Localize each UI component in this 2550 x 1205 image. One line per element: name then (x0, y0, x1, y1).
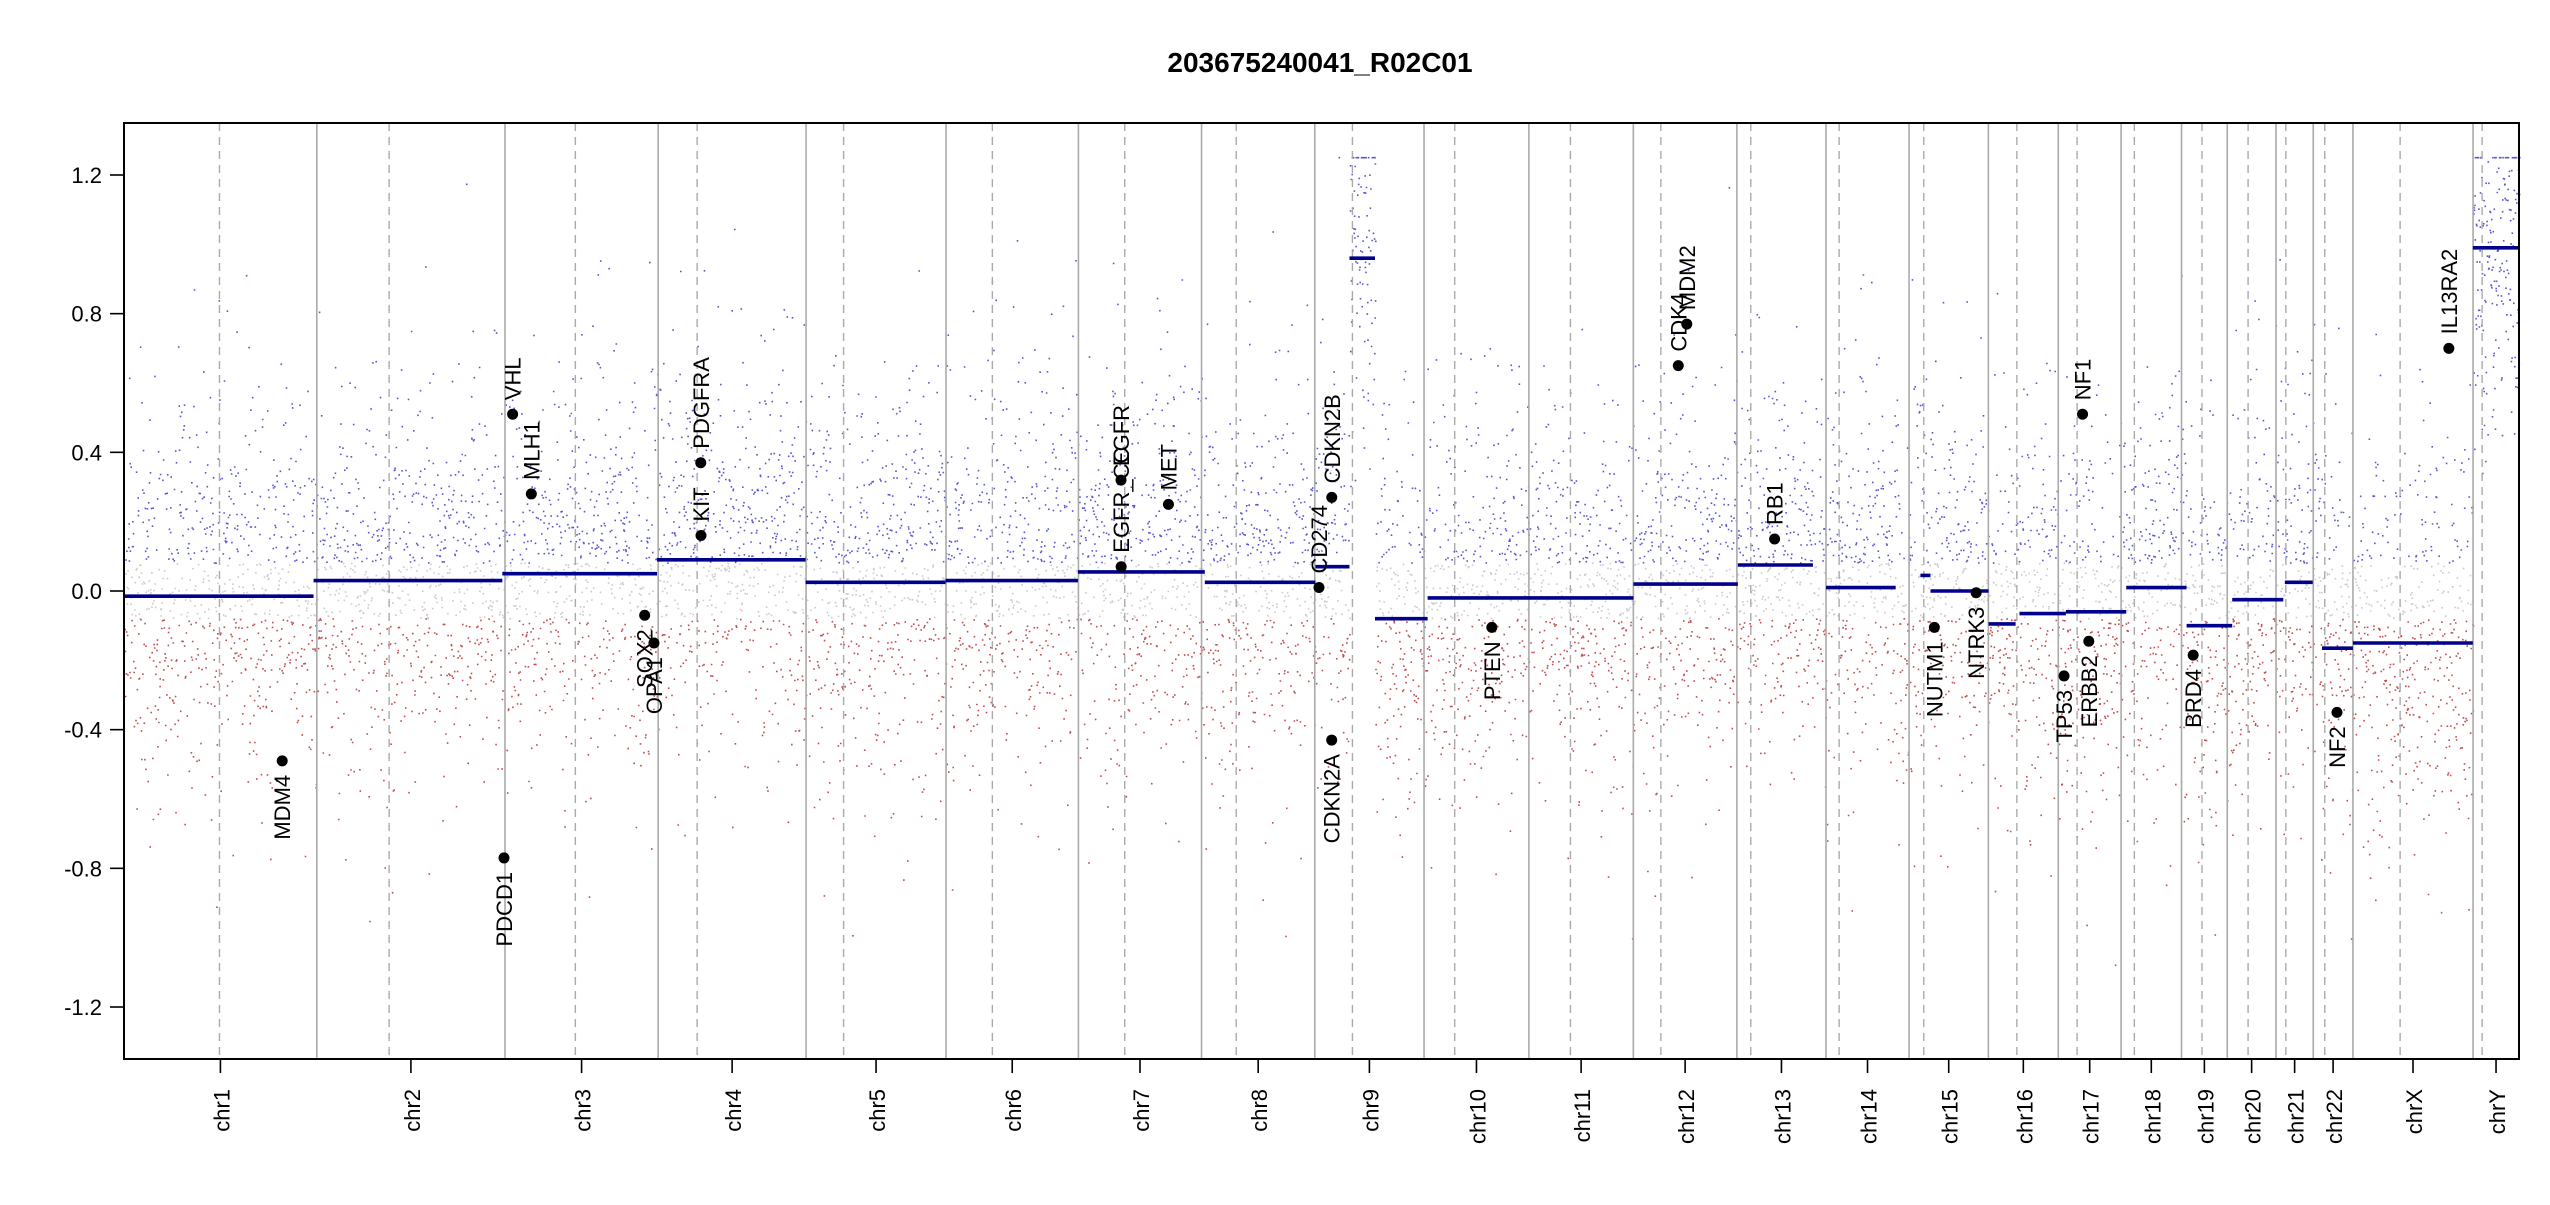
gene-marker (639, 609, 651, 621)
chromosome-boundaries (218, 123, 2483, 1059)
gene-marker (648, 637, 660, 649)
chart-title: 203675240041_R02C01 (1167, 47, 1472, 78)
gene-label: KIT (689, 487, 714, 521)
gene-marker (276, 755, 288, 767)
x-tick-label: chr11 (1570, 1089, 1595, 1142)
gene-marker (1928, 621, 1940, 633)
gene-label: EGFR (1109, 405, 1134, 466)
x-tick-label: chr10 (1465, 1089, 1490, 1144)
gene-label: RB1 (1763, 482, 1788, 525)
gene-marker (1970, 587, 1982, 599)
x-tick-label: chr19 (2193, 1089, 2218, 1144)
y-tick-label: -1.2 (64, 995, 102, 1020)
points-layer (124, 156, 2521, 967)
segments-layer (124, 246, 2520, 651)
x-tick-label: chr16 (2012, 1089, 2037, 1144)
x-tick-label: chr21 (2284, 1089, 2309, 1144)
gene-marker (1769, 533, 1781, 545)
gene-label: ERBB2 (2077, 655, 2102, 727)
x-tick-label: chr3 (571, 1089, 596, 1132)
gene-marker (1486, 621, 1498, 633)
x-tick-label: chr12 (1674, 1089, 1699, 1144)
x-tick-label: chr7 (1129, 1089, 1154, 1132)
y-tick-label: 0.4 (71, 440, 102, 465)
y-axis: -1.2 -0.8 -0.4 0.0 0.4 0.8 1.2 (64, 163, 124, 1020)
gene-marker (2083, 635, 2095, 647)
x-tick-label: chrX (2402, 1089, 2427, 1135)
gene-marker (1672, 360, 1684, 372)
gene-marker (2331, 706, 2343, 718)
gene-marker (695, 530, 707, 542)
x-tick-label: chr14 (1857, 1089, 1882, 1144)
y-tick-label: 0.0 (71, 579, 102, 604)
gene-marker (498, 852, 510, 864)
gene-label: OPA1 (642, 657, 667, 714)
gene-label: PDCD1 (492, 872, 517, 947)
x-tick-label: chr20 (2241, 1089, 2266, 1144)
gene-label: CDKN2A (1320, 754, 1345, 844)
x-tick-label: chr1 (209, 1089, 234, 1132)
gene-label: IL13RA2 (2437, 249, 2462, 335)
y-tick-label: 1.2 (71, 163, 102, 188)
gene-marker (1313, 582, 1325, 594)
x-tick-label: chr2 (400, 1089, 425, 1132)
gene-marker (1326, 491, 1338, 503)
x-tick-label: chr8 (1247, 1089, 1272, 1132)
gene-label: NUTM1 (1922, 641, 1947, 717)
x-tick-label: chr9 (1358, 1089, 1383, 1132)
x-tick-label: chrY (2485, 1089, 2510, 1135)
probe-points-loss (124, 618, 2475, 967)
x-tick-label: chr5 (865, 1089, 890, 1132)
gene-label: NTRK3 (1964, 607, 1989, 679)
x-axis: chr1 chr2 chr3 chr4 chr5 chr6 chr7 chr8 chr9 chr1… (209, 1059, 2510, 1144)
gene-label: CDKN2B (1320, 394, 1345, 483)
x-tick-label: chr18 (2140, 1089, 2165, 1144)
gene-marker (2077, 408, 2089, 420)
y-tick-label: 0.8 (71, 302, 102, 327)
gene-label: EGFR_CC (1109, 447, 1134, 552)
y-tick-label: -0.4 (64, 718, 102, 743)
probe-points-gain (125, 156, 2521, 564)
gene-label: MDM2 (1675, 245, 1700, 310)
gene-marker (2443, 342, 2455, 354)
gene-label: NF1 (2071, 359, 2096, 401)
gene-label: MLH1 (519, 421, 544, 480)
gene-label: TP53 (2052, 690, 2077, 743)
gene-label: CD274 (1307, 505, 1332, 573)
gene-label: PDGFRA (689, 357, 714, 449)
x-tick-label: chr17 (2079, 1089, 2104, 1144)
gene-marker (2187, 649, 2199, 661)
gene-marker (1115, 474, 1127, 486)
x-tick-label: chr13 (1770, 1089, 1795, 1144)
gene-marker (695, 457, 707, 469)
gene-label: MDM4 (270, 775, 295, 840)
gene-marker (1115, 561, 1127, 573)
gene-label: NF2 (2325, 726, 2350, 768)
gene-label: VHL (501, 357, 526, 400)
x-tick-label: chr4 (721, 1089, 746, 1132)
gene-marker (507, 408, 519, 420)
x-tick-label: chr22 (2322, 1089, 2347, 1144)
gene-marker (2058, 670, 2070, 682)
gene-marker (1326, 734, 1338, 746)
gene-marker (1162, 498, 1174, 510)
gene-label: BRD4 (2181, 669, 2206, 728)
x-tick-label: chr6 (1001, 1089, 1026, 1132)
gene-label: PTEN (1480, 641, 1505, 700)
gene-marker (1681, 318, 1693, 330)
y-tick-label: -0.8 (64, 856, 102, 881)
gene-marker (525, 488, 537, 500)
x-tick-label: chr15 (1938, 1089, 1963, 1144)
gene-label: MET (1156, 444, 1181, 490)
